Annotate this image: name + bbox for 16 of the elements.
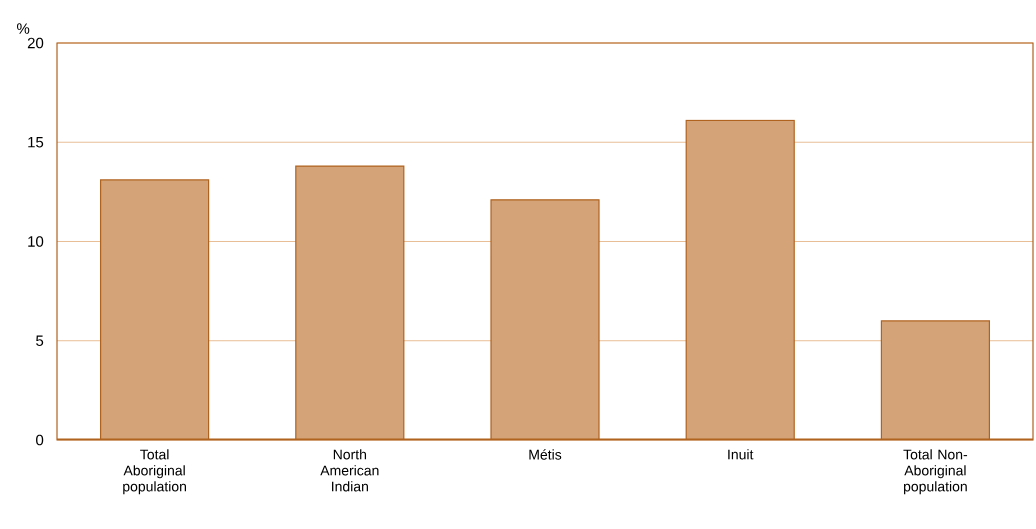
- y-tick-label: 5: [36, 335, 44, 346]
- x-tick-label: North American Indian: [320, 449, 379, 492]
- y-axis-title: %: [17, 23, 30, 34]
- x-tick-label: Métis: [529, 449, 562, 460]
- y-tick-label: 0: [36, 434, 44, 446]
- bar: [490, 199, 600, 440]
- x-tick-label: Total Non-Aboriginal population: [903, 449, 968, 495]
- y-tick-label: 15: [28, 137, 44, 148]
- bar: [295, 165, 405, 440]
- bar: [100, 179, 210, 440]
- x-tick-label: Total Aboriginal population: [123, 449, 186, 495]
- x-tick-label: Inuit: [728, 449, 754, 460]
- y-tick-label: 10: [28, 236, 44, 247]
- bar: [880, 320, 990, 440]
- y-tick-label: 20: [27, 37, 44, 49]
- bar: [685, 119, 795, 440]
